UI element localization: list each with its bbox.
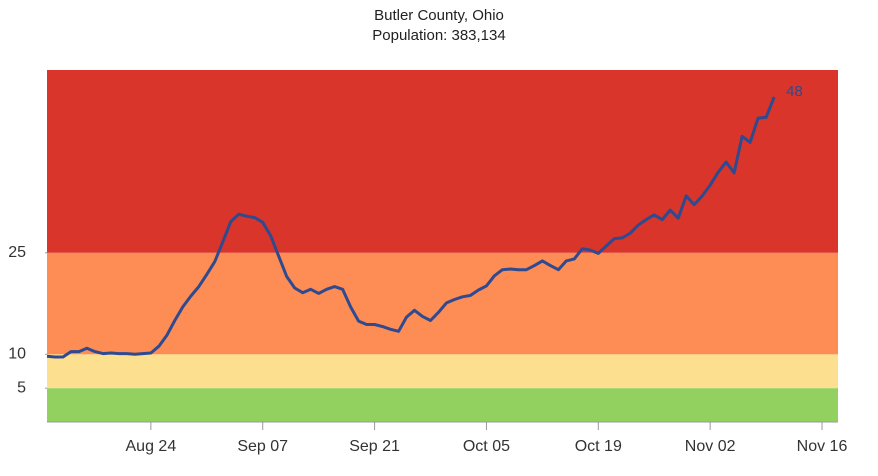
x-tick-label: Oct 19: [575, 438, 622, 455]
chart-title: Butler County, Ohio: [374, 7, 504, 24]
y-tick-label: 25: [8, 244, 26, 261]
x-tick-label: Sep 07: [237, 438, 288, 455]
risk-band: [47, 252, 838, 355]
y-tick-label: 5: [17, 379, 26, 396]
x-tick-label: Sep 21: [349, 438, 400, 455]
risk-band: [47, 354, 838, 389]
end-value-label: 48: [786, 83, 803, 100]
chart-subtitle: Population: 383,134: [372, 27, 505, 44]
x-tick-label: Aug 24: [126, 438, 177, 455]
y-tick-label: 10: [8, 346, 26, 363]
data-line: [46, 96, 776, 359]
x-tick-label: Oct 05: [463, 438, 510, 455]
x-tick-label: Nov 02: [685, 438, 736, 455]
risk-band: [47, 388, 838, 422]
x-tick-label: Nov 16: [797, 438, 848, 455]
risk-band: [47, 70, 838, 253]
